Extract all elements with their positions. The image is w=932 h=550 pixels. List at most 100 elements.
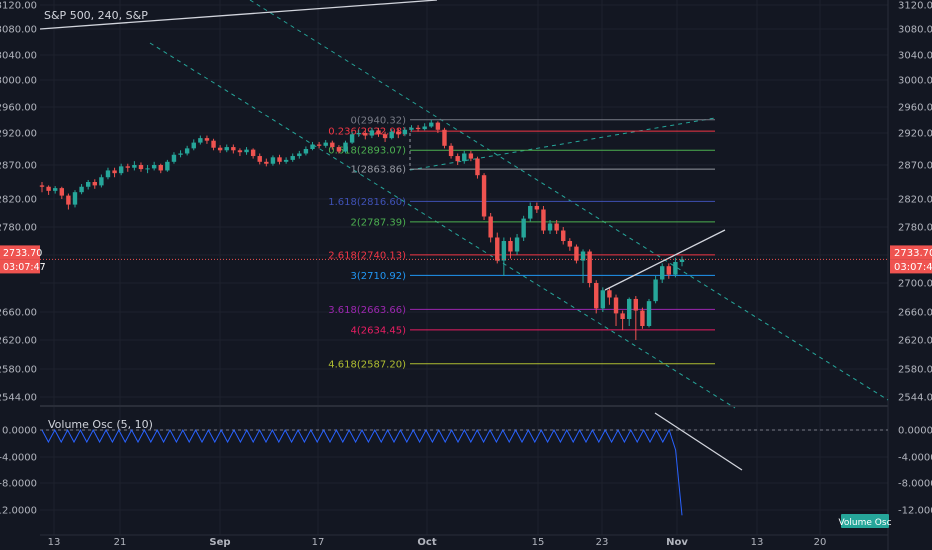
fib-level[interactable]: 1(2863.86): [350, 165, 715, 176]
osc-tick-label: -8.0000: [898, 479, 932, 490]
time-tick-label: 21: [114, 537, 127, 548]
candle-body: [363, 133, 368, 136]
candle: [660, 263, 665, 283]
fib-level[interactable]: 4.618(2587.20): [328, 359, 715, 370]
candle-body: [132, 165, 137, 168]
price-tick-label: 3080.00: [898, 25, 932, 36]
candle-body: [369, 130, 375, 136]
candle-body: [231, 147, 236, 151]
price-badge-bg-left: [0, 245, 40, 260]
fib-level-label: 1(2863.86): [350, 165, 406, 176]
candle-body: [673, 262, 678, 275]
candle-body: [600, 290, 606, 309]
candle: [257, 153, 262, 165]
candle-body: [349, 134, 355, 143]
candle: [389, 129, 394, 140]
candle-body: [627, 298, 632, 319]
candle: [349, 131, 355, 144]
candle-body: [574, 246, 579, 261]
candle: [468, 150, 474, 162]
price-axis[interactable]: 3120.00 3080.00 3040.00 3000.00 2960.00 2920.…: [0, 1, 932, 517]
price-badge-left: 03:07:47: [3, 262, 46, 273]
candle-body: [356, 133, 361, 135]
price-tick-label: 2960.00: [898, 103, 932, 114]
trend-lines[interactable]: [39, 0, 888, 471]
candle-body: [323, 142, 328, 146]
candle-body: [264, 161, 269, 164]
candle-body: [171, 154, 177, 162]
symbol-legend[interactable]: S&P 500, 240, S&P: [44, 9, 148, 22]
time-tick-label: 15: [532, 537, 545, 548]
candle: [679, 256, 685, 267]
fib-level-label: 0.236(2922.98): [328, 127, 406, 138]
candle-body: [297, 153, 302, 157]
candle: [343, 140, 348, 153]
candle: [184, 145, 190, 156]
candle: [330, 140, 335, 150]
candle-body: [46, 186, 51, 191]
candle: [231, 144, 236, 154]
candle: [561, 227, 566, 245]
candle-body: [283, 159, 289, 162]
candle: [481, 173, 487, 220]
candle: [303, 146, 309, 156]
fib-level[interactable]: 3.618(2663.66): [328, 305, 715, 316]
candle-body: [72, 192, 78, 205]
fib-level-label: 4(2634.45): [350, 325, 406, 336]
candle: [580, 249, 586, 283]
candle-body: [607, 290, 612, 298]
volume-oscillator-pane: [40, 428, 888, 516]
price-tick-label-left: 2920.00: [0, 129, 37, 140]
candle-body: [336, 147, 342, 152]
candle-body: [257, 156, 262, 162]
candle: [323, 140, 328, 148]
time-tick-label: 23: [596, 537, 609, 548]
candle: [310, 141, 315, 151]
candle-body: [376, 130, 381, 135]
fib-level[interactable]: 2.618(2740.13): [328, 250, 715, 261]
candle-body: [396, 131, 401, 135]
candle-body: [501, 241, 507, 261]
price-tick-label: 2620.00: [898, 336, 932, 347]
fib-level[interactable]: 0.618(2893.07): [328, 146, 715, 157]
candle-body: [534, 206, 540, 210]
candle-body: [303, 149, 309, 154]
candle-body: [330, 142, 335, 148]
fib-level[interactable]: 4(2634.45): [350, 325, 715, 336]
candle: [541, 206, 546, 234]
candle: [59, 186, 64, 199]
price-tick-label-left: 2620.00: [0, 336, 37, 347]
fib-level[interactable]: 1.618(2816.60): [328, 197, 715, 208]
candle: [356, 129, 361, 137]
candle: [85, 179, 91, 190]
candle-body: [521, 218, 526, 238]
candle: [79, 184, 84, 195]
fib-level[interactable]: 0(2940.32): [350, 115, 715, 126]
fib-level[interactable]: 2(2787.39): [350, 217, 715, 228]
candle-body: [85, 182, 91, 187]
candle-body: [290, 156, 295, 160]
price-tick-label-left: 2820.00: [0, 195, 37, 206]
oscillator-badge-bg: [841, 514, 889, 528]
candle: [640, 307, 645, 329]
candle: [554, 220, 559, 234]
price-tick-label-left: 3080.00: [0, 25, 37, 36]
candle: [165, 159, 170, 172]
candle: [607, 287, 612, 305]
candle-body: [409, 127, 414, 130]
candle-body: [105, 170, 111, 178]
time-tick-label: Nov: [666, 537, 688, 548]
candle: [594, 280, 599, 314]
candle: [297, 150, 302, 159]
trend-line-osc: [654, 412, 743, 471]
time-axis[interactable]: 13 21 Sep 17 Oct 15 23 Nov 13 20: [48, 537, 827, 548]
oscillator-legend[interactable]: Volume Osc (5, 10): [48, 418, 153, 431]
candle: [514, 234, 520, 255]
price-badge-left: 2733.70: [3, 248, 42, 259]
candle: [39, 182, 45, 193]
fib-level[interactable]: 0.236(2922.98): [328, 127, 715, 138]
candle: [429, 120, 434, 128]
price-badge-bg-right: [890, 259, 932, 274]
candle-body: [488, 216, 493, 238]
osc-line: [41, 428, 683, 516]
